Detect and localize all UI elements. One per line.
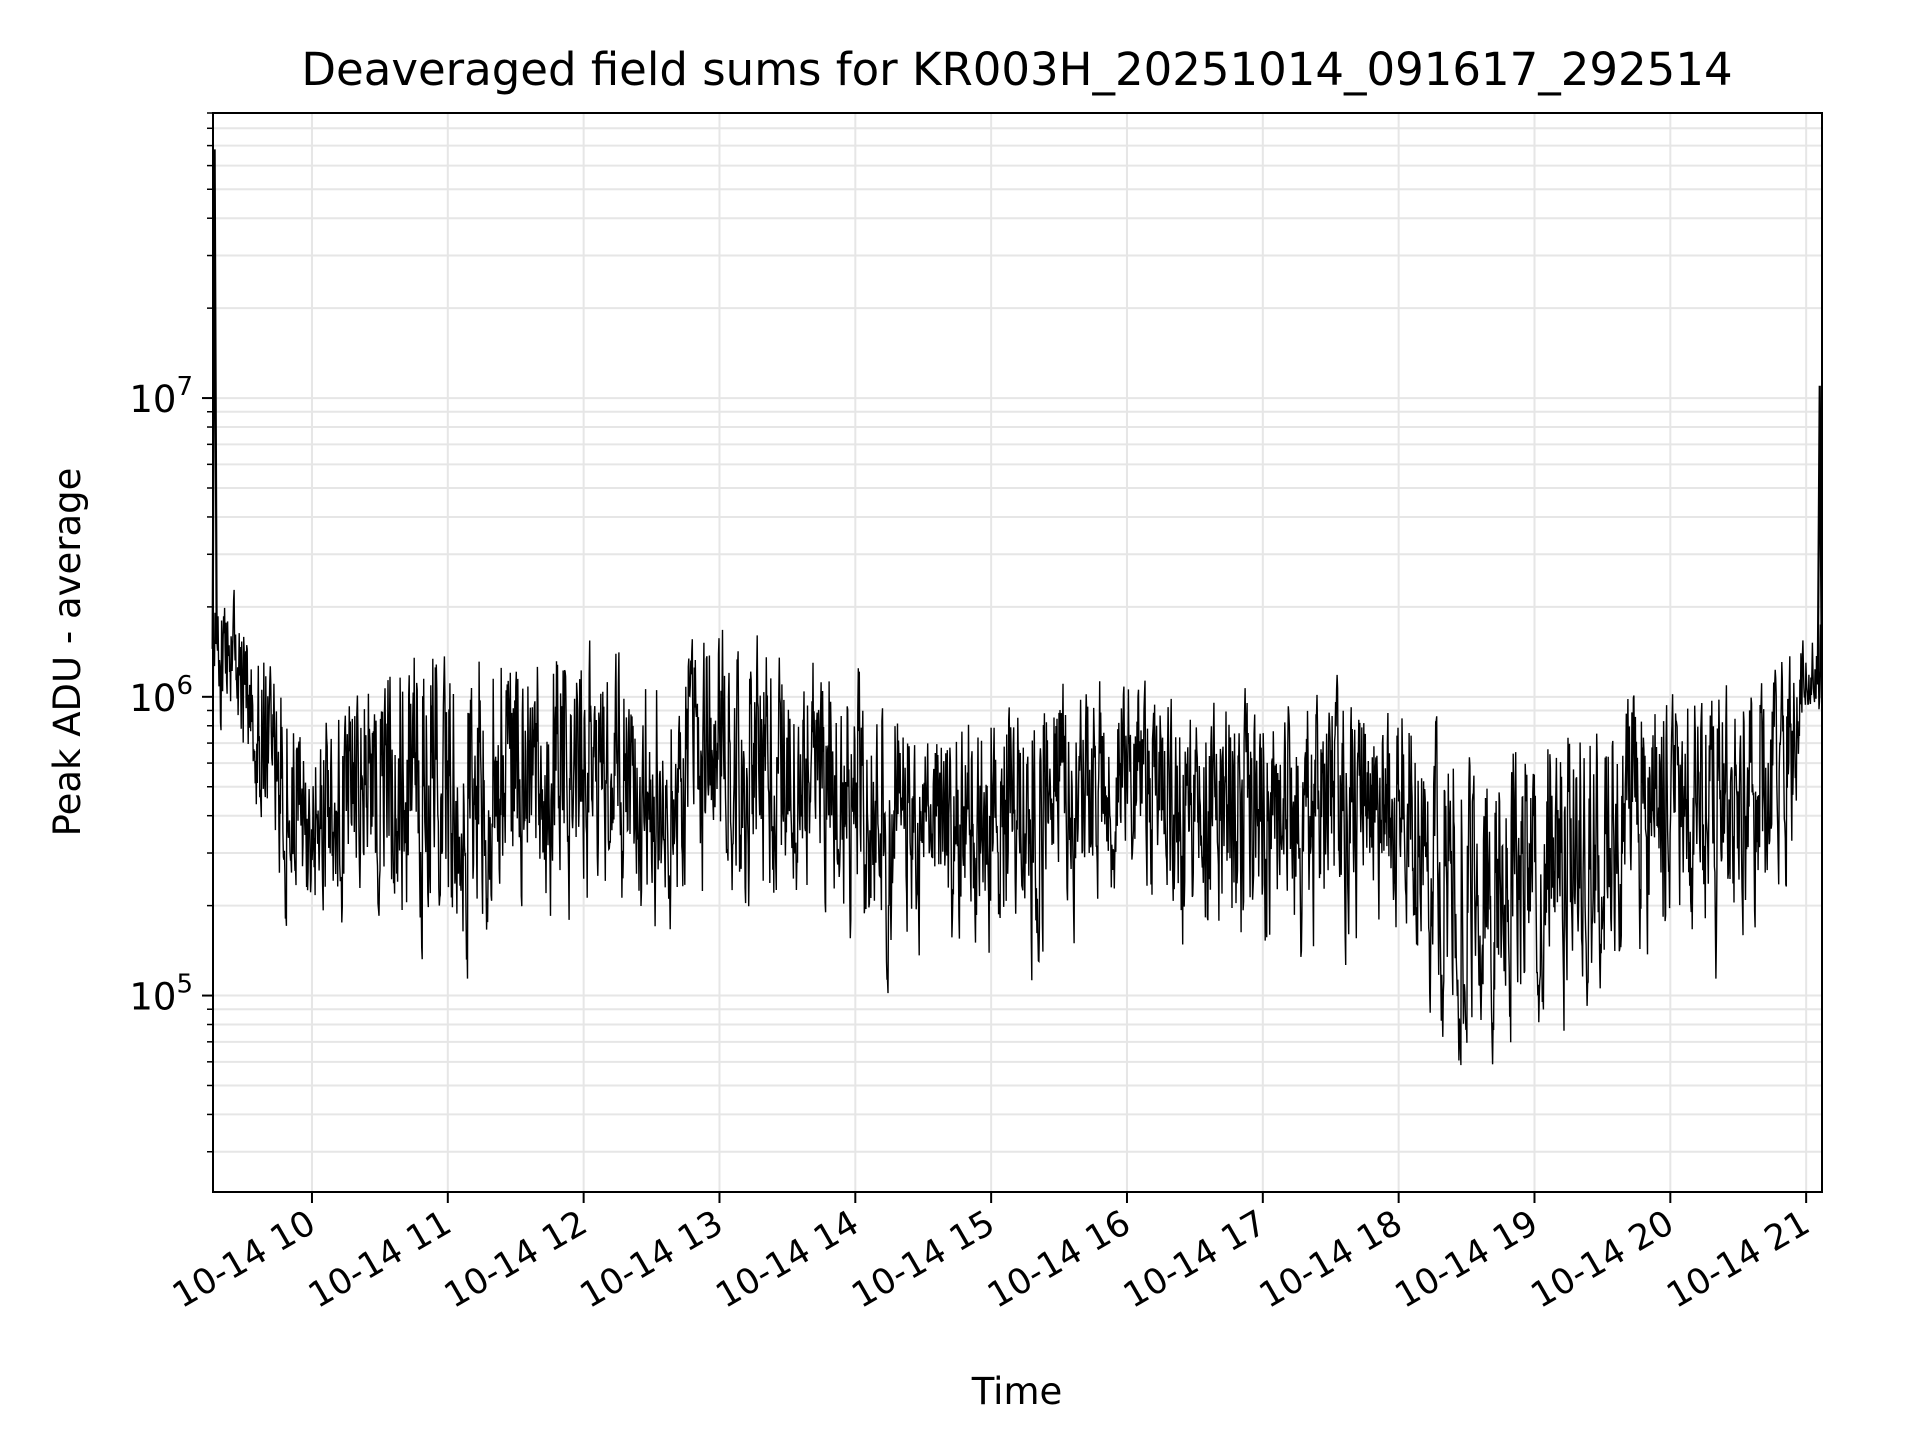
y-tick-label-base: 10 bbox=[129, 677, 176, 720]
y-tick-label-exponent: 7 bbox=[176, 372, 193, 402]
x-tick-label: 10-14 19 bbox=[1389, 1203, 1545, 1316]
x-tick-label: 10-14 21 bbox=[1660, 1203, 1816, 1316]
y-tick-label-exponent: 6 bbox=[176, 671, 193, 701]
x-tick-label: 10-14 14 bbox=[710, 1203, 866, 1316]
y-tick-label: 107 bbox=[129, 372, 193, 421]
y-axis-label: Peak ADU - average bbox=[46, 468, 89, 837]
y-tick-label: 105 bbox=[129, 970, 193, 1019]
plot-frame bbox=[212, 112, 1823, 1193]
y-tick-label-exponent: 5 bbox=[176, 970, 193, 1000]
x-tick-label: 10-14 10 bbox=[166, 1203, 322, 1316]
x-tick-label: 10-14 18 bbox=[1253, 1203, 1409, 1316]
x-tick-label: 10-14 20 bbox=[1525, 1203, 1681, 1316]
grid-layer bbox=[213, 112, 1822, 1192]
series-line bbox=[212, 589, 1823, 1066]
x-tick-label: 10-14 13 bbox=[574, 1203, 730, 1316]
x-tick-label: 10-14 11 bbox=[302, 1203, 458, 1316]
y-tick-label: 106 bbox=[129, 671, 193, 720]
y-tick-label-base: 10 bbox=[129, 976, 176, 1019]
x-axis-label: Time bbox=[971, 1370, 1063, 1413]
x-tick-label: 10-14 17 bbox=[1117, 1203, 1273, 1316]
x-tick-label: 10-14 12 bbox=[438, 1203, 594, 1316]
x-tick-label: 10-14 15 bbox=[845, 1203, 1001, 1316]
x-tick-label: 10-14 16 bbox=[981, 1203, 1137, 1316]
chart-title: Deaveraged field sums for KR003H_2025101… bbox=[301, 43, 1732, 96]
y-tick-label-base: 10 bbox=[129, 378, 176, 421]
